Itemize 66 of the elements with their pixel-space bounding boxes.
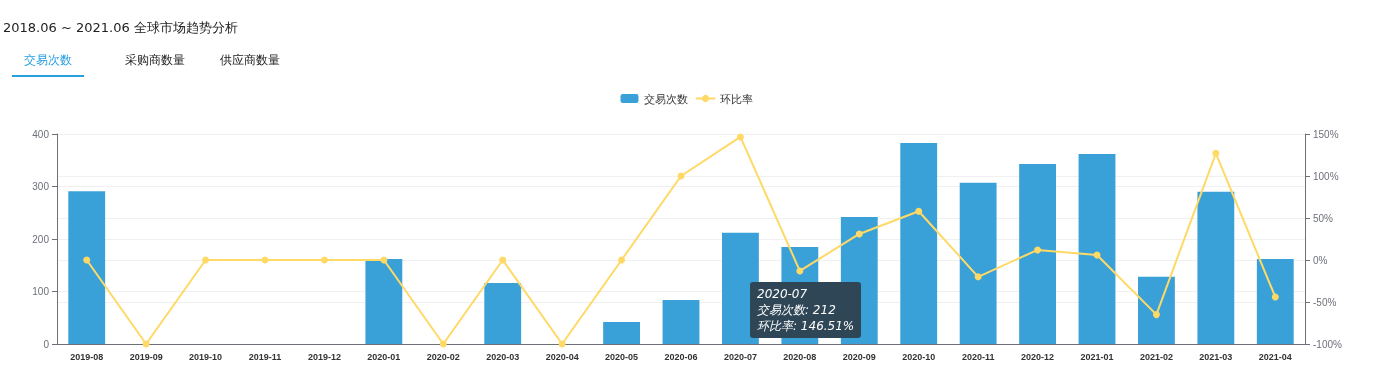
point <box>796 267 804 275</box>
bar <box>959 182 997 344</box>
point <box>1212 149 1220 157</box>
y2-tick-label: -100% <box>1313 338 1343 350</box>
point <box>915 207 923 215</box>
y-tick-label: 100 <box>32 286 50 297</box>
y-tick-label: 200 <box>32 233 50 245</box>
point <box>855 230 863 238</box>
bar <box>603 321 640 344</box>
y2-tick-label: 100% <box>1313 170 1339 182</box>
x-tick-label: 2019-12 <box>307 351 341 362</box>
x-tick-label: 2019-08 <box>70 351 104 362</box>
x-tick-label: 2020-05 <box>605 351 639 362</box>
point <box>499 256 507 264</box>
bar <box>662 299 700 344</box>
point <box>1271 293 1279 301</box>
point <box>439 340 447 348</box>
bar <box>1138 276 1175 344</box>
bar <box>1197 191 1235 344</box>
x-tick-label: 2020-03 <box>486 351 520 362</box>
bar <box>1078 153 1116 344</box>
x-tick-label: 2020-02 <box>426 351 460 362</box>
legend-label: 交易次数 <box>643 92 688 105</box>
bar <box>365 258 403 344</box>
bar <box>484 283 522 344</box>
point <box>1034 246 1042 254</box>
point <box>83 256 91 264</box>
y-tick-label: 300 <box>32 181 50 192</box>
x-tick-label: 2020-09 <box>842 351 876 362</box>
x-tick-label: 2019-09 <box>129 351 163 362</box>
x-tick-label: 2020-10 <box>902 351 936 362</box>
point <box>320 256 328 264</box>
y-tick-label: 0 <box>43 338 50 350</box>
text: 交易次数 <box>12 52 84 77</box>
y2-tick-label: 50% <box>1313 212 1334 224</box>
x-tick-label: 2020-01 <box>367 351 401 362</box>
y-tick-label: 400 <box>32 128 50 140</box>
bar <box>900 142 938 344</box>
point <box>974 273 982 281</box>
point <box>202 256 210 264</box>
x-tick-label: 2019-10 <box>189 351 223 362</box>
y2-tick-label: 150% <box>1313 128 1339 140</box>
point <box>736 133 744 141</box>
text: 采购商数量 <box>123 52 186 69</box>
y2-tick-label: 0% <box>1313 254 1328 266</box>
point <box>1152 311 1160 319</box>
bar <box>68 191 106 344</box>
x-tick-label: 2021-01 <box>1080 351 1114 362</box>
y2-tick-label: -50% <box>1313 296 1337 308</box>
x-tick-label: 2020-12 <box>1021 351 1055 362</box>
annotation: 2020-07 交易次数: 212 环比率: 146.51% <box>750 282 862 338</box>
bar <box>1019 163 1056 344</box>
bar <box>1256 258 1294 344</box>
x-tick-label: 2020-06 <box>664 351 698 362</box>
legend-label: 环比率 <box>719 92 753 105</box>
text: 供应商数量 <box>218 52 281 69</box>
x-tick-label: 2020-04 <box>545 351 579 362</box>
x-tick-label: 2020-07 <box>723 351 757 362</box>
x-tick-label: 2021-03 <box>1199 351 1233 362</box>
x-tick-label: 2021-02 <box>1139 351 1173 362</box>
x-tick-label: 2020-08 <box>783 351 817 362</box>
point <box>618 256 626 264</box>
x-tick-label: 2019-11 <box>248 351 282 362</box>
x-tick-label: 2020-11 <box>961 351 995 362</box>
chart-title: 2018.06 ~ 2021.06 全球市场趋势分析 <box>3 19 238 37</box>
x-tick-label: 2021-04 <box>1258 351 1292 362</box>
